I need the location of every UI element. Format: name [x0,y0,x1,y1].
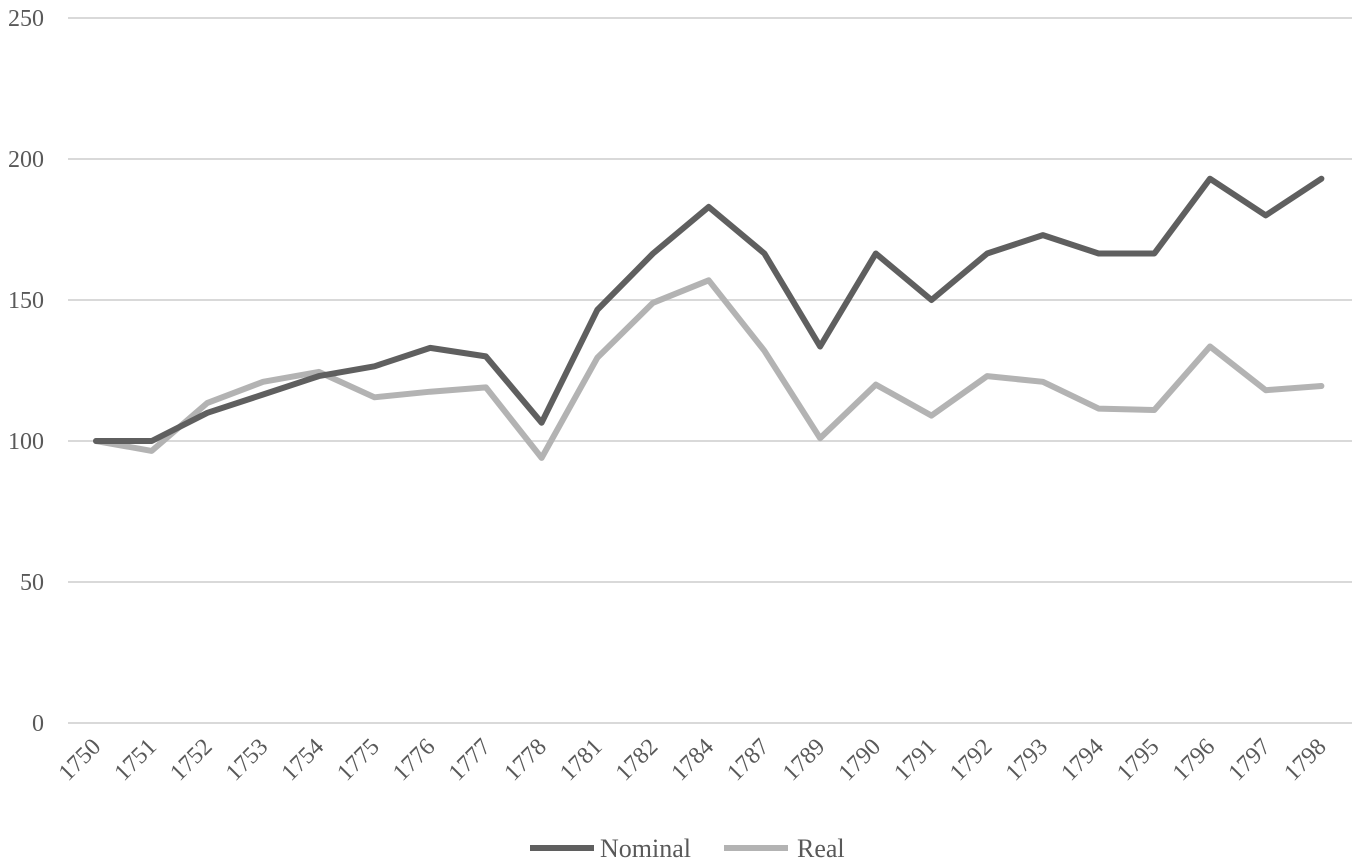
x-tick-label: 1789 [778,734,830,786]
y-tick-label: 150 [8,288,44,314]
gridlines [68,17,1352,724]
x-tick-label: 1754 [277,734,329,786]
x-tick-label: 1750 [54,734,106,786]
x-tick-label: 1777 [444,734,496,786]
x-tick-label: 1794 [1057,734,1109,786]
x-tick-label: 1787 [722,734,774,786]
x-tick-label: 1790 [834,734,886,786]
x-tick-label: 1753 [221,734,273,786]
y-tick-label: 250 [8,6,44,32]
legend: Nominal Real [530,834,845,863]
x-tick-label: 1752 [165,734,217,786]
x-tick-label: 1798 [1279,734,1331,786]
y-tick-label: 0 [32,711,44,737]
x-tick-label: 1775 [332,734,384,786]
x-tick-label: 1797 [1224,734,1276,786]
x-axis-tick-labels: 1750 1751 1752 1753 1754 1775 1776 1777 1778 1781… [54,734,1332,786]
x-tick-label: 1751 [110,734,162,786]
x-tick-label: 1782 [611,734,663,786]
x-tick-label: 1793 [1001,734,1053,786]
y-tick-label: 200 [8,147,44,173]
x-tick-label: 1784 [667,734,719,786]
y-axis-tick-labels: 0 50 100 150 200 250 [8,6,44,737]
x-tick-label: 1796 [1168,734,1220,786]
y-tick-label: 100 [8,429,44,455]
series-line-nominal [93,175,1325,444]
x-tick-label: 1781 [555,734,607,786]
x-tick-label: 1778 [500,734,552,786]
series-lines [93,175,1325,461]
legend-label-nominal: Nominal [600,834,691,863]
legend-label-real: Real [797,834,845,863]
x-tick-label: 1776 [388,734,440,786]
x-tick-label: 1795 [1112,734,1164,786]
y-tick-label: 50 [20,570,44,596]
series-line-real [93,277,1325,461]
x-tick-label: 1792 [945,734,997,786]
x-tick-label: 1791 [889,734,941,786]
